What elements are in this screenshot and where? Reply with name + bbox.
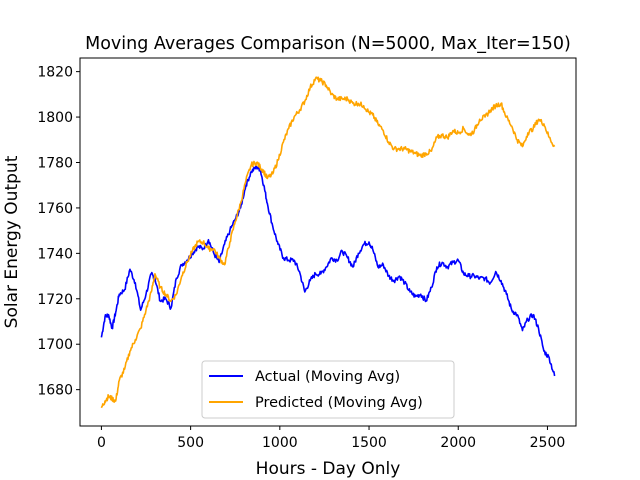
legend-label-predicted: Predicted (Moving Avg) — [255, 395, 423, 411]
series-layer — [100, 76, 556, 409]
series-line-actual — [100, 165, 556, 377]
x-tick-label: 0 — [97, 435, 106, 451]
chart-title: Moving Averages Comparison (N=5000, Max_… — [85, 34, 571, 54]
y-tick-label: 1760 — [37, 201, 73, 217]
x-axis: 0 500 1000 1500 2000 2500 — [97, 426, 565, 451]
x-tick-label: 1000 — [262, 435, 298, 451]
y-tick-label: 1720 — [37, 292, 73, 308]
y-tick-label: 1740 — [37, 246, 73, 262]
y-axis-label: Solar Energy Output — [2, 155, 22, 328]
x-tick-label: 500 — [177, 435, 204, 451]
series-line-predicted — [100, 76, 556, 409]
legend-label-actual: Actual (Moving Avg) — [255, 369, 400, 385]
y-tick-label: 1680 — [37, 383, 73, 399]
legend: Actual (Moving Avg) Predicted (Moving Av… — [201, 360, 455, 419]
plot-frame — [79, 57, 577, 427]
legend-box — [201, 360, 455, 419]
x-tick-label: 2000 — [440, 435, 476, 451]
y-tick-label: 1800 — [37, 110, 73, 126]
x-tick-label: 1500 — [351, 435, 387, 451]
y-tick-label: 1700 — [37, 337, 73, 353]
y-tick-label: 1820 — [37, 65, 73, 81]
y-axis: 1680 1700 1720 1740 1760 1780 1800 1820 — [37, 65, 80, 399]
y-tick-label: 1780 — [37, 155, 73, 171]
x-tick-label: 2500 — [530, 435, 566, 451]
x-axis-label: Hours - Day Only — [256, 459, 401, 479]
